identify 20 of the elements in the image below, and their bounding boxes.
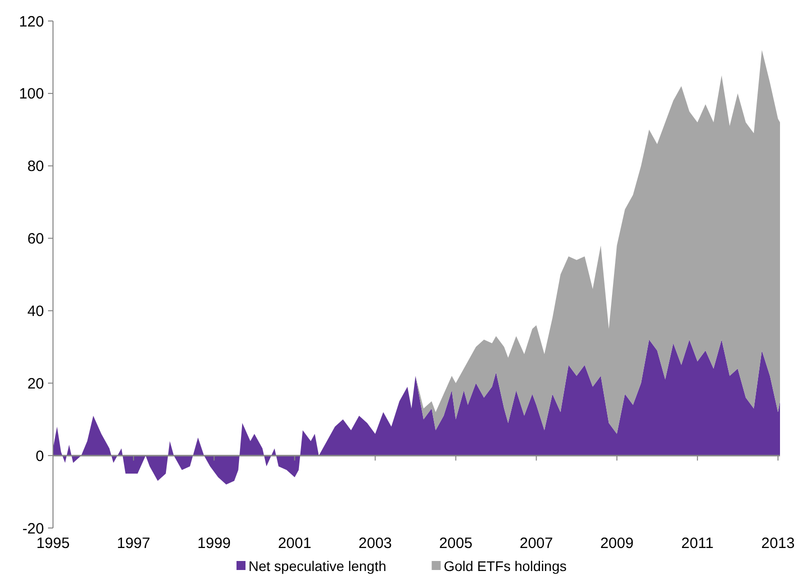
x-tick-label: 2007 <box>520 535 554 552</box>
y-tick-label: -20 <box>22 520 44 538</box>
x-tick-label: 1997 <box>116 535 150 552</box>
y-tick-label: 0 <box>36 448 44 465</box>
x-tick-label: 2005 <box>439 535 472 552</box>
x-tick-label: 2009 <box>600 535 634 552</box>
x-tick-label: 2013 <box>761 535 795 552</box>
x-tick-label: 1999 <box>197 535 231 552</box>
y-tick-label: 80 <box>27 158 44 176</box>
x-tick-label: 2001 <box>278 535 312 552</box>
y-tick-label: 40 <box>27 302 44 320</box>
y-tick-label: 20 <box>27 375 44 392</box>
x-tick-label: 2003 <box>358 535 392 552</box>
y-tick-label: 100 <box>18 86 44 103</box>
y-tick-label: 60 <box>27 230 44 248</box>
y-tick-label: 120 <box>18 13 44 30</box>
legend-label: Net speculative length <box>248 558 386 574</box>
legend-label: Gold ETFs holdings <box>444 558 567 574</box>
x-tick-label: 2011 <box>681 535 714 552</box>
x-tick-label: 1995 <box>36 535 70 552</box>
